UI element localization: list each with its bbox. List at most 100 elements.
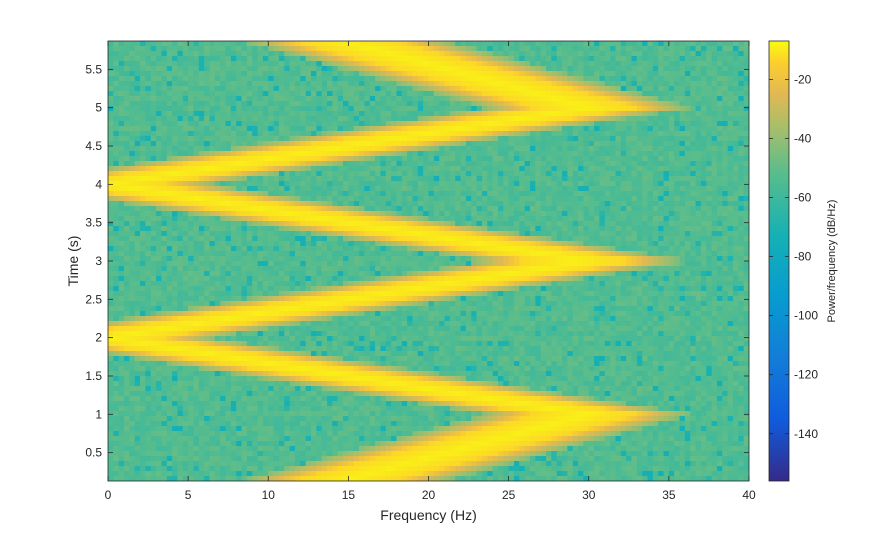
spectrogram-cell [487, 241, 494, 247]
spectrogram-cell [343, 46, 349, 52]
spectrogram-cell [428, 161, 435, 167]
spectrogram-cell [663, 171, 670, 177]
spectrogram-cell [599, 241, 606, 247]
spectrogram-cell [444, 46, 451, 52]
spectrogram-cell [359, 111, 365, 117]
spectrogram-cell [257, 81, 264, 87]
spectrogram-cell [289, 106, 296, 112]
spectrogram-cell [310, 121, 317, 127]
spectrogram-cell [396, 76, 403, 82]
spectrogram-cell [700, 86, 707, 92]
spectrogram-cell [572, 56, 579, 62]
spectrogram-cell [118, 146, 125, 152]
spectrogram-cell [182, 71, 189, 77]
spectrogram-cell [519, 86, 526, 92]
spectrogram-cell [588, 91, 595, 97]
spectrogram-cell [220, 86, 227, 92]
spectrogram-cell [348, 176, 355, 182]
spectrogram-cell [359, 131, 365, 137]
spectrogram-cell [273, 186, 280, 192]
spectrogram-cell [540, 111, 547, 117]
spectrogram-cell [700, 231, 707, 237]
spectrogram-cell [551, 231, 558, 237]
spectrogram-cell [145, 221, 152, 227]
spectrogram-cell [172, 71, 179, 77]
spectrogram-cell [481, 111, 488, 117]
spectrogram-cell [439, 56, 446, 62]
spectrogram-cell [353, 186, 360, 192]
spectrogram-cell [369, 116, 376, 122]
spectrogram-cell [246, 81, 253, 87]
spectrogram-cell [503, 226, 510, 232]
spectrogram-cell [268, 216, 275, 222]
spectrogram-cell [556, 201, 563, 207]
spectrogram-cell [711, 41, 718, 47]
spectrogram-cell [594, 171, 601, 177]
spectrogram-cell [604, 201, 611, 207]
spectrogram-cell [572, 221, 579, 227]
spectrogram-cell [108, 206, 114, 212]
spectrogram-cell [337, 226, 344, 232]
spectrogram-cell [380, 201, 387, 207]
spectrogram-cell [588, 46, 595, 52]
spectrogram-cell [535, 161, 542, 167]
spectrogram-cell [316, 201, 323, 207]
spectrogram-cell [327, 241, 333, 247]
spectrogram-cell [150, 81, 157, 87]
spectrogram-cell [540, 196, 547, 202]
spectrogram-cell [556, 41, 563, 47]
spectrogram-cell [546, 131, 552, 137]
spectrogram-cell [145, 196, 152, 202]
spectrogram-cell [129, 146, 136, 152]
spectrogram-cell [412, 151, 419, 157]
spectrogram-cell [332, 231, 339, 237]
spectrogram-cell [743, 126, 749, 132]
spectrogram-cell [204, 176, 211, 182]
spectrogram-cell [364, 91, 371, 97]
spectrogram-cell [375, 156, 382, 162]
spectrogram-cell [652, 86, 659, 92]
spectrogram-cell [316, 81, 323, 87]
spectrogram-cell [343, 206, 349, 212]
spectrogram-cell [535, 91, 542, 97]
spectrogram-cell [588, 156, 595, 162]
spectrogram-cell [556, 196, 563, 202]
spectrogram-cell [364, 101, 371, 107]
spectrogram-cell [439, 146, 446, 152]
spectrogram-cell [556, 136, 563, 142]
spectrogram-cell [615, 146, 622, 152]
spectrogram-cell [562, 196, 568, 202]
spectrogram-cell [519, 126, 526, 132]
spectrogram-cell [225, 121, 232, 127]
spectrogram-cell [529, 216, 536, 222]
spectrogram-cell [674, 46, 681, 52]
spectrogram-cell [716, 176, 723, 182]
spectrogram-cell [348, 126, 355, 132]
spectrogram-cell [551, 91, 558, 97]
spectrogram-cell [572, 216, 579, 222]
spectrogram-cell [540, 121, 547, 127]
spectrogram-cell [658, 81, 665, 87]
spectrogram-cell [636, 71, 643, 77]
spectrogram-cell [284, 171, 291, 177]
spectrogram-cell [439, 141, 446, 147]
spectrogram-cell [455, 56, 462, 62]
spectrogram-cell [284, 211, 291, 217]
spectrogram-cell [284, 116, 291, 122]
spectrogram-cell [610, 101, 617, 107]
spectrogram-cell [578, 196, 585, 202]
spectrogram-cell [636, 236, 643, 242]
spectrogram-cell [663, 211, 670, 217]
spectrogram-cell [732, 91, 739, 97]
spectrogram-cell [636, 66, 643, 72]
spectrogram-cell [380, 96, 387, 102]
spectrogram-cell [177, 236, 184, 242]
spectrogram-cell [214, 126, 221, 132]
spectrogram-cell [417, 191, 424, 197]
spectrogram-cell [257, 61, 264, 67]
spectrogram-cell [118, 231, 125, 237]
spectrogram-cell [583, 206, 590, 212]
spectrogram-cell [289, 176, 296, 182]
spectrogram-cell [567, 201, 574, 207]
spectrogram-cell [524, 61, 531, 67]
